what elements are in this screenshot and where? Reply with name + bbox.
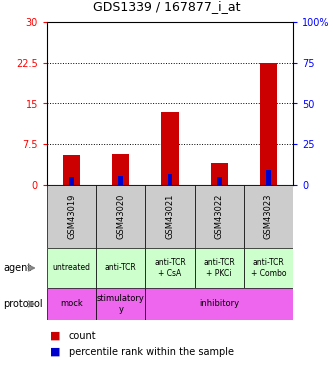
Text: mock: mock: [60, 300, 83, 309]
Bar: [47, 248, 96, 288]
Bar: [112, 154, 130, 185]
Bar: [96, 185, 146, 248]
Bar: [146, 248, 194, 288]
Bar: [146, 185, 194, 248]
Text: anti-TCR
+ CsA: anti-TCR + CsA: [154, 258, 186, 278]
Bar: [194, 185, 244, 248]
Bar: [69, 177, 74, 185]
Bar: [210, 163, 228, 185]
Bar: [244, 185, 293, 248]
Text: untreated: untreated: [53, 264, 91, 273]
Text: ■: ■: [50, 331, 61, 341]
Text: percentile rank within the sample: percentile rank within the sample: [69, 347, 234, 357]
Text: count: count: [69, 331, 96, 341]
Text: GSM43020: GSM43020: [116, 194, 125, 239]
Text: inhibitory: inhibitory: [199, 300, 239, 309]
Bar: [47, 288, 96, 320]
Bar: [217, 177, 222, 185]
Text: ■: ■: [50, 347, 61, 357]
Bar: [96, 288, 146, 320]
Text: GSM43019: GSM43019: [67, 194, 76, 239]
Text: anti-TCR: anti-TCR: [105, 264, 137, 273]
Bar: [244, 248, 293, 288]
Bar: [260, 63, 277, 185]
Bar: [146, 288, 293, 320]
Text: agent: agent: [3, 263, 32, 273]
Text: GSM43023: GSM43023: [264, 194, 273, 239]
Bar: [162, 112, 178, 185]
Bar: [63, 155, 80, 185]
Text: protocol: protocol: [3, 299, 43, 309]
Bar: [194, 248, 244, 288]
Text: anti-TCR
+ PKCi: anti-TCR + PKCi: [203, 258, 235, 278]
Text: GDS1339 / 167877_i_at: GDS1339 / 167877_i_at: [93, 0, 240, 13]
Bar: [96, 248, 146, 288]
Text: anti-TCR
+ Combo: anti-TCR + Combo: [251, 258, 286, 278]
Text: GSM43022: GSM43022: [215, 194, 224, 239]
Bar: [118, 176, 123, 185]
Text: GSM43021: GSM43021: [166, 194, 174, 239]
Bar: [266, 170, 271, 185]
Text: stimulatory
y: stimulatory y: [97, 294, 145, 314]
Bar: [167, 174, 172, 185]
Bar: [47, 185, 96, 248]
